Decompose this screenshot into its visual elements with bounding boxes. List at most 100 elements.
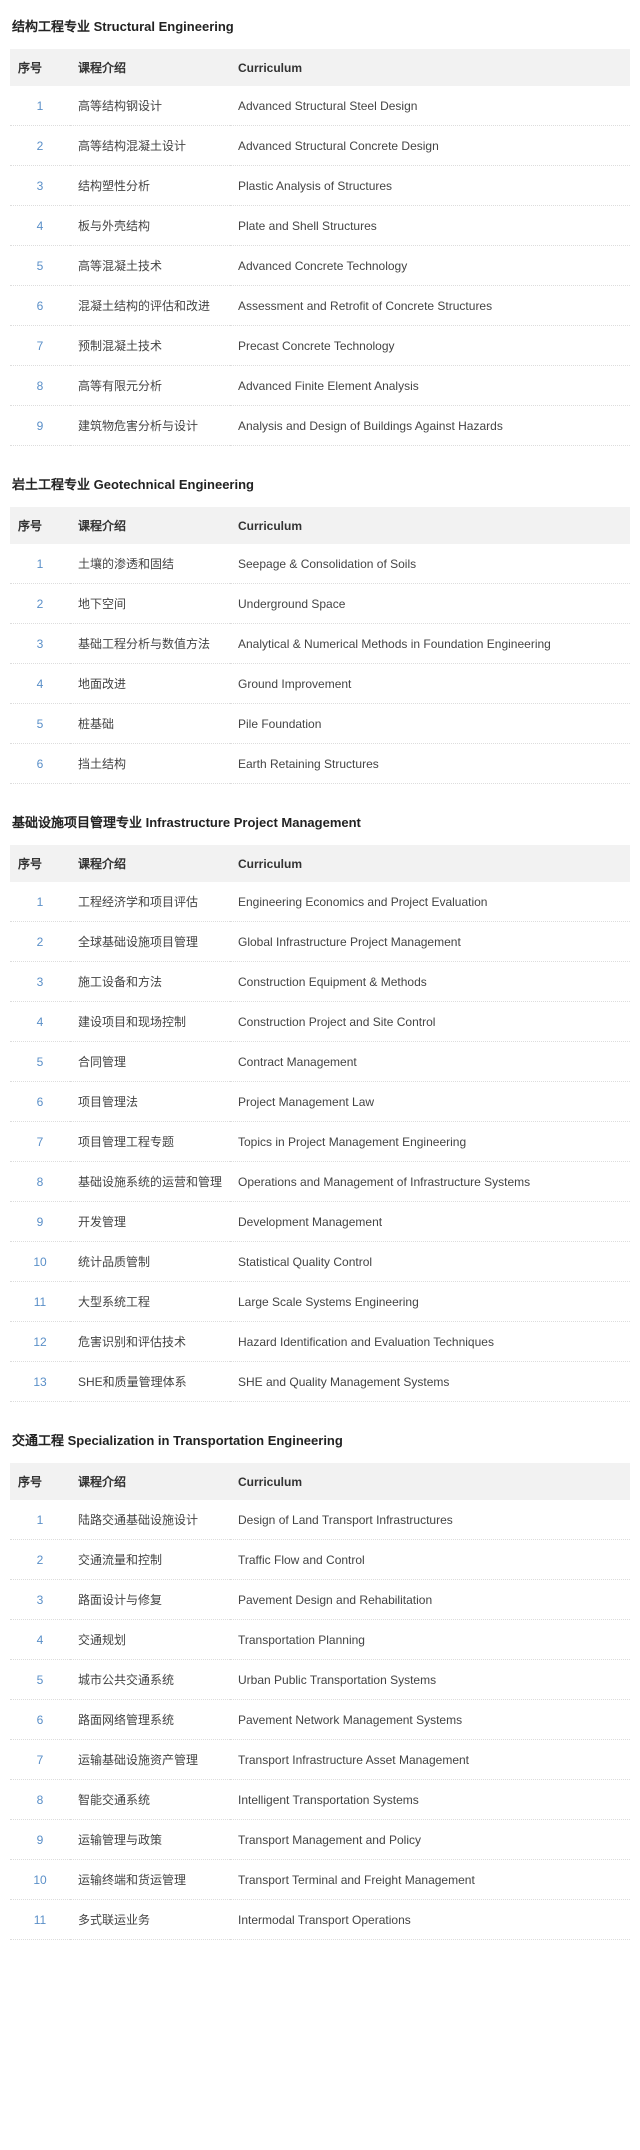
table-row: 1土壤的渗透和固结Seepage & Consolidation of Soil… (10, 544, 630, 584)
row-index: 10 (10, 1860, 70, 1900)
row-intro: 大型系统工程 (70, 1282, 230, 1322)
row-curriculum: Advanced Structural Concrete Design (230, 126, 630, 166)
row-index: 8 (10, 366, 70, 406)
row-index: 2 (10, 922, 70, 962)
col-intro: 课程介绍 (70, 845, 230, 882)
row-curriculum: Construction Project and Site Control (230, 1002, 630, 1042)
row-curriculum: Intermodal Transport Operations (230, 1900, 630, 1940)
row-curriculum: Project Management Law (230, 1082, 630, 1122)
row-index: 1 (10, 1500, 70, 1540)
row-index: 7 (10, 326, 70, 366)
row-index: 6 (10, 286, 70, 326)
row-index: 6 (10, 1082, 70, 1122)
row-intro: 高等结构钢设计 (70, 86, 230, 126)
row-index: 6 (10, 744, 70, 784)
row-intro: 运输管理与政策 (70, 1820, 230, 1860)
col-curriculum: Curriculum (230, 845, 630, 882)
table-row: 6挡土结构Earth Retaining Structures (10, 744, 630, 784)
row-intro: 智能交通系统 (70, 1780, 230, 1820)
course-section: 基础设施项目管理专业 Infrastructure Project Manage… (10, 812, 630, 1402)
row-index: 3 (10, 962, 70, 1002)
course-table: 序号课程介绍Curriculum1工程经济学和项目评估Engineering E… (10, 845, 630, 1402)
row-intro: 工程经济学和项目评估 (70, 882, 230, 922)
table-row: 6项目管理法Project Management Law (10, 1082, 630, 1122)
row-curriculum: Traffic Flow and Control (230, 1540, 630, 1580)
table-row: 7项目管理工程专题Topics in Project Management En… (10, 1122, 630, 1162)
row-index: 1 (10, 86, 70, 126)
table-row: 11大型系统工程Large Scale Systems Engineering (10, 1282, 630, 1322)
col-idx: 序号 (10, 507, 70, 544)
row-index: 2 (10, 126, 70, 166)
table-row: 8高等有限元分析Advanced Finite Element Analysis (10, 366, 630, 406)
row-index: 12 (10, 1322, 70, 1362)
row-intro: 项目管理工程专题 (70, 1122, 230, 1162)
row-curriculum: Topics in Project Management Engineering (230, 1122, 630, 1162)
table-row: 6混凝土结构的评估和改进Assessment and Retrofit of C… (10, 286, 630, 326)
row-intro: 路面设计与修复 (70, 1580, 230, 1620)
row-intro: 施工设备和方法 (70, 962, 230, 1002)
row-index: 1 (10, 544, 70, 584)
row-curriculum: Seepage & Consolidation of Soils (230, 544, 630, 584)
table-row: 3路面设计与修复Pavement Design and Rehabilitati… (10, 1580, 630, 1620)
row-curriculum: Operations and Management of Infrastruct… (230, 1162, 630, 1202)
table-header-row: 序号课程介绍Curriculum (10, 1463, 630, 1500)
section-title: 交通工程 Specialization in Transportation En… (12, 1430, 630, 1449)
row-intro: 板与外壳结构 (70, 206, 230, 246)
row-curriculum: Large Scale Systems Engineering (230, 1282, 630, 1322)
table-row: 6路面网络管理系统Pavement Network Management Sys… (10, 1700, 630, 1740)
table-row: 2交通流量和控制Traffic Flow and Control (10, 1540, 630, 1580)
row-curriculum: Development Management (230, 1202, 630, 1242)
row-index: 9 (10, 1820, 70, 1860)
row-intro: SHE和质量管理体系 (70, 1362, 230, 1402)
table-row: 4交通规划Transportation Planning (10, 1620, 630, 1660)
row-intro: 多式联运业务 (70, 1900, 230, 1940)
row-curriculum: Intelligent Transportation Systems (230, 1780, 630, 1820)
row-curriculum: Advanced Concrete Technology (230, 246, 630, 286)
row-index: 3 (10, 1580, 70, 1620)
row-curriculum: Contract Management (230, 1042, 630, 1082)
row-curriculum: Plastic Analysis of Structures (230, 166, 630, 206)
row-curriculum: Construction Equipment & Methods (230, 962, 630, 1002)
row-curriculum: Precast Concrete Technology (230, 326, 630, 366)
table-row: 9运输管理与政策Transport Management and Policy (10, 1820, 630, 1860)
col-idx: 序号 (10, 1463, 70, 1500)
row-curriculum: Transport Terminal and Freight Managemen… (230, 1860, 630, 1900)
row-index: 3 (10, 166, 70, 206)
row-curriculum: Design of Land Transport Infrastructures (230, 1500, 630, 1540)
row-intro: 全球基础设施项目管理 (70, 922, 230, 962)
course-table: 序号课程介绍Curriculum1土壤的渗透和固结Seepage & Conso… (10, 507, 630, 784)
row-index: 13 (10, 1362, 70, 1402)
row-curriculum: Engineering Economics and Project Evalua… (230, 882, 630, 922)
table-row: 11多式联运业务Intermodal Transport Operations (10, 1900, 630, 1940)
table-row: 1高等结构钢设计Advanced Structural Steel Design (10, 86, 630, 126)
row-intro: 交通规划 (70, 1620, 230, 1660)
col-curriculum: Curriculum (230, 507, 630, 544)
row-index: 7 (10, 1740, 70, 1780)
section-title: 基础设施项目管理专业 Infrastructure Project Manage… (12, 812, 630, 831)
row-index: 4 (10, 1002, 70, 1042)
table-row: 3施工设备和方法Construction Equipment & Methods (10, 962, 630, 1002)
table-row: 2地下空间Underground Space (10, 584, 630, 624)
table-row: 5合同管理Contract Management (10, 1042, 630, 1082)
row-curriculum: Analysis and Design of Buildings Against… (230, 406, 630, 446)
table-row: 10运输终端和货运管理Transport Terminal and Freigh… (10, 1860, 630, 1900)
table-row: 3结构塑性分析Plastic Analysis of Structures (10, 166, 630, 206)
col-idx: 序号 (10, 845, 70, 882)
col-curriculum: Curriculum (230, 49, 630, 86)
table-row: 12危害识别和评估技术Hazard Identification and Eva… (10, 1322, 630, 1362)
row-curriculum: Hazard Identification and Evaluation Tec… (230, 1322, 630, 1362)
table-row: 5高等混凝土技术Advanced Concrete Technology (10, 246, 630, 286)
table-row: 2全球基础设施项目管理Global Infrastructure Project… (10, 922, 630, 962)
course-table: 序号课程介绍Curriculum1陆路交通基础设施设计Design of Lan… (10, 1463, 630, 1940)
row-index: 7 (10, 1122, 70, 1162)
col-idx: 序号 (10, 49, 70, 86)
row-intro: 基础设施系统的运营和管理 (70, 1162, 230, 1202)
table-header-row: 序号课程介绍Curriculum (10, 49, 630, 86)
row-curriculum: Plate and Shell Structures (230, 206, 630, 246)
row-index: 2 (10, 1540, 70, 1580)
row-index: 4 (10, 664, 70, 704)
row-intro: 混凝土结构的评估和改进 (70, 286, 230, 326)
course-section: 交通工程 Specialization in Transportation En… (10, 1430, 630, 1940)
course-table: 序号课程介绍Curriculum1高等结构钢设计Advanced Structu… (10, 49, 630, 446)
table-row: 8基础设施系统的运营和管理Operations and Management o… (10, 1162, 630, 1202)
